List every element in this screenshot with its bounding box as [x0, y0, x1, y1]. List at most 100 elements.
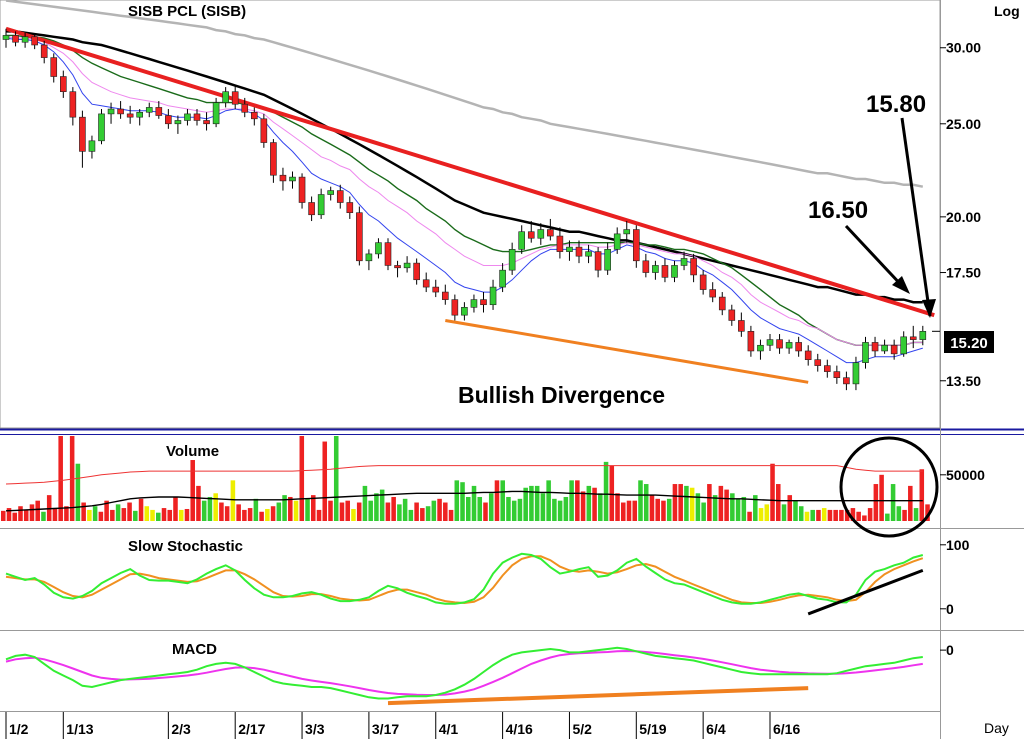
candlestick [413, 258, 420, 285]
candle-body [585, 251, 592, 257]
volume-bar [781, 504, 787, 521]
annotation-15-80: 15.80 [866, 91, 926, 118]
volume-bar [92, 506, 98, 521]
candle-body [241, 103, 249, 113]
candle-body [413, 262, 420, 281]
candlestick [738, 312, 745, 337]
price-y-tick-label: 30.00 [946, 40, 981, 56]
candlestick [422, 272, 430, 293]
candlestick [126, 105, 134, 124]
candlestick [814, 353, 822, 372]
candle-body [680, 258, 688, 266]
candlestick [852, 356, 860, 391]
candle-body [766, 339, 774, 346]
candle-body [422, 279, 430, 288]
candlestick [145, 102, 153, 118]
candle-body [203, 120, 210, 125]
volume-bar [672, 484, 678, 521]
candlestick [222, 87, 229, 108]
volume-average-long-line [5, 465, 923, 485]
x-tick-label: 4/1 [439, 721, 459, 737]
candlestick [804, 345, 812, 366]
volume-bar [615, 493, 620, 521]
volume-bar [770, 463, 775, 521]
candlestick [776, 334, 783, 354]
volume-bar [288, 496, 293, 521]
candlestick [21, 32, 29, 48]
candlestick [375, 238, 382, 259]
candlestick [795, 336, 802, 357]
x-tick-label: 4/16 [506, 721, 533, 737]
candlestick [432, 279, 440, 298]
candle-body [289, 176, 296, 182]
volume-series [1, 436, 930, 521]
volume-bar [81, 502, 86, 521]
candlestick [556, 227, 564, 259]
volume-bar [839, 509, 844, 521]
candlestick [585, 244, 592, 264]
candlestick [336, 184, 344, 209]
candle-body [317, 194, 325, 216]
volume-bar [758, 508, 764, 521]
stochastic-y-tick-label: 100 [946, 537, 970, 553]
candle-body [556, 235, 564, 252]
candle-body [2, 35, 10, 40]
candle-body [155, 107, 163, 116]
volume-bar [753, 495, 758, 521]
volume-bar [488, 493, 494, 521]
candle-body [804, 350, 812, 360]
candle-body [518, 231, 526, 250]
candlestick [298, 173, 306, 209]
candle-body [489, 286, 497, 306]
candle-body [795, 342, 802, 352]
volume-bar [196, 485, 201, 521]
price-series [2, 0, 940, 391]
x-tick-label: 2/3 [171, 721, 191, 737]
candle-body [890, 344, 898, 355]
candlestick [489, 279, 497, 310]
volume-bar [580, 491, 586, 521]
x-tick-label: 3/17 [372, 721, 399, 737]
candlestick [270, 139, 277, 183]
volume-bar [856, 511, 861, 521]
volume-bar [529, 485, 534, 521]
candle-body [327, 190, 335, 195]
volume-bar [29, 504, 35, 521]
x-gridlines [5, 712, 771, 739]
candle-body [432, 286, 440, 293]
volume-bar [603, 461, 609, 521]
candlestick [566, 240, 573, 261]
candle-body [270, 142, 277, 176]
volume-bar [311, 495, 316, 521]
price-y-tick-label: 17.50 [946, 265, 981, 281]
candlestick [212, 97, 220, 128]
annotation-16-50: 16.50 [808, 197, 868, 224]
volume-bar [345, 500, 350, 521]
volume-bar [730, 493, 735, 521]
volume-bar [75, 463, 81, 521]
candle-body [40, 44, 48, 58]
volume-bar [793, 500, 798, 521]
candle-body [823, 365, 831, 372]
volume-bar [276, 502, 282, 521]
candlestick [690, 253, 697, 283]
volume-bar [414, 502, 419, 521]
candle-body [881, 344, 888, 352]
volume-bar [896, 506, 902, 521]
volume-bar [804, 511, 810, 521]
volume-bar [862, 515, 867, 521]
candle-body [251, 111, 258, 120]
volume-bar [810, 509, 815, 521]
candlestick [499, 263, 506, 293]
volume-bar [626, 500, 632, 521]
volume-bar [333, 436, 339, 521]
candle-body [375, 242, 382, 255]
volume-bar [798, 506, 804, 521]
candle-body [308, 202, 315, 216]
last-price-label: 15.20 [950, 335, 988, 352]
x-tick-label: 6/16 [773, 721, 800, 737]
candlestick [537, 223, 545, 245]
price-y-tick-label: 13.50 [946, 373, 981, 389]
volume-bar [236, 504, 241, 521]
candlestick [699, 270, 707, 295]
